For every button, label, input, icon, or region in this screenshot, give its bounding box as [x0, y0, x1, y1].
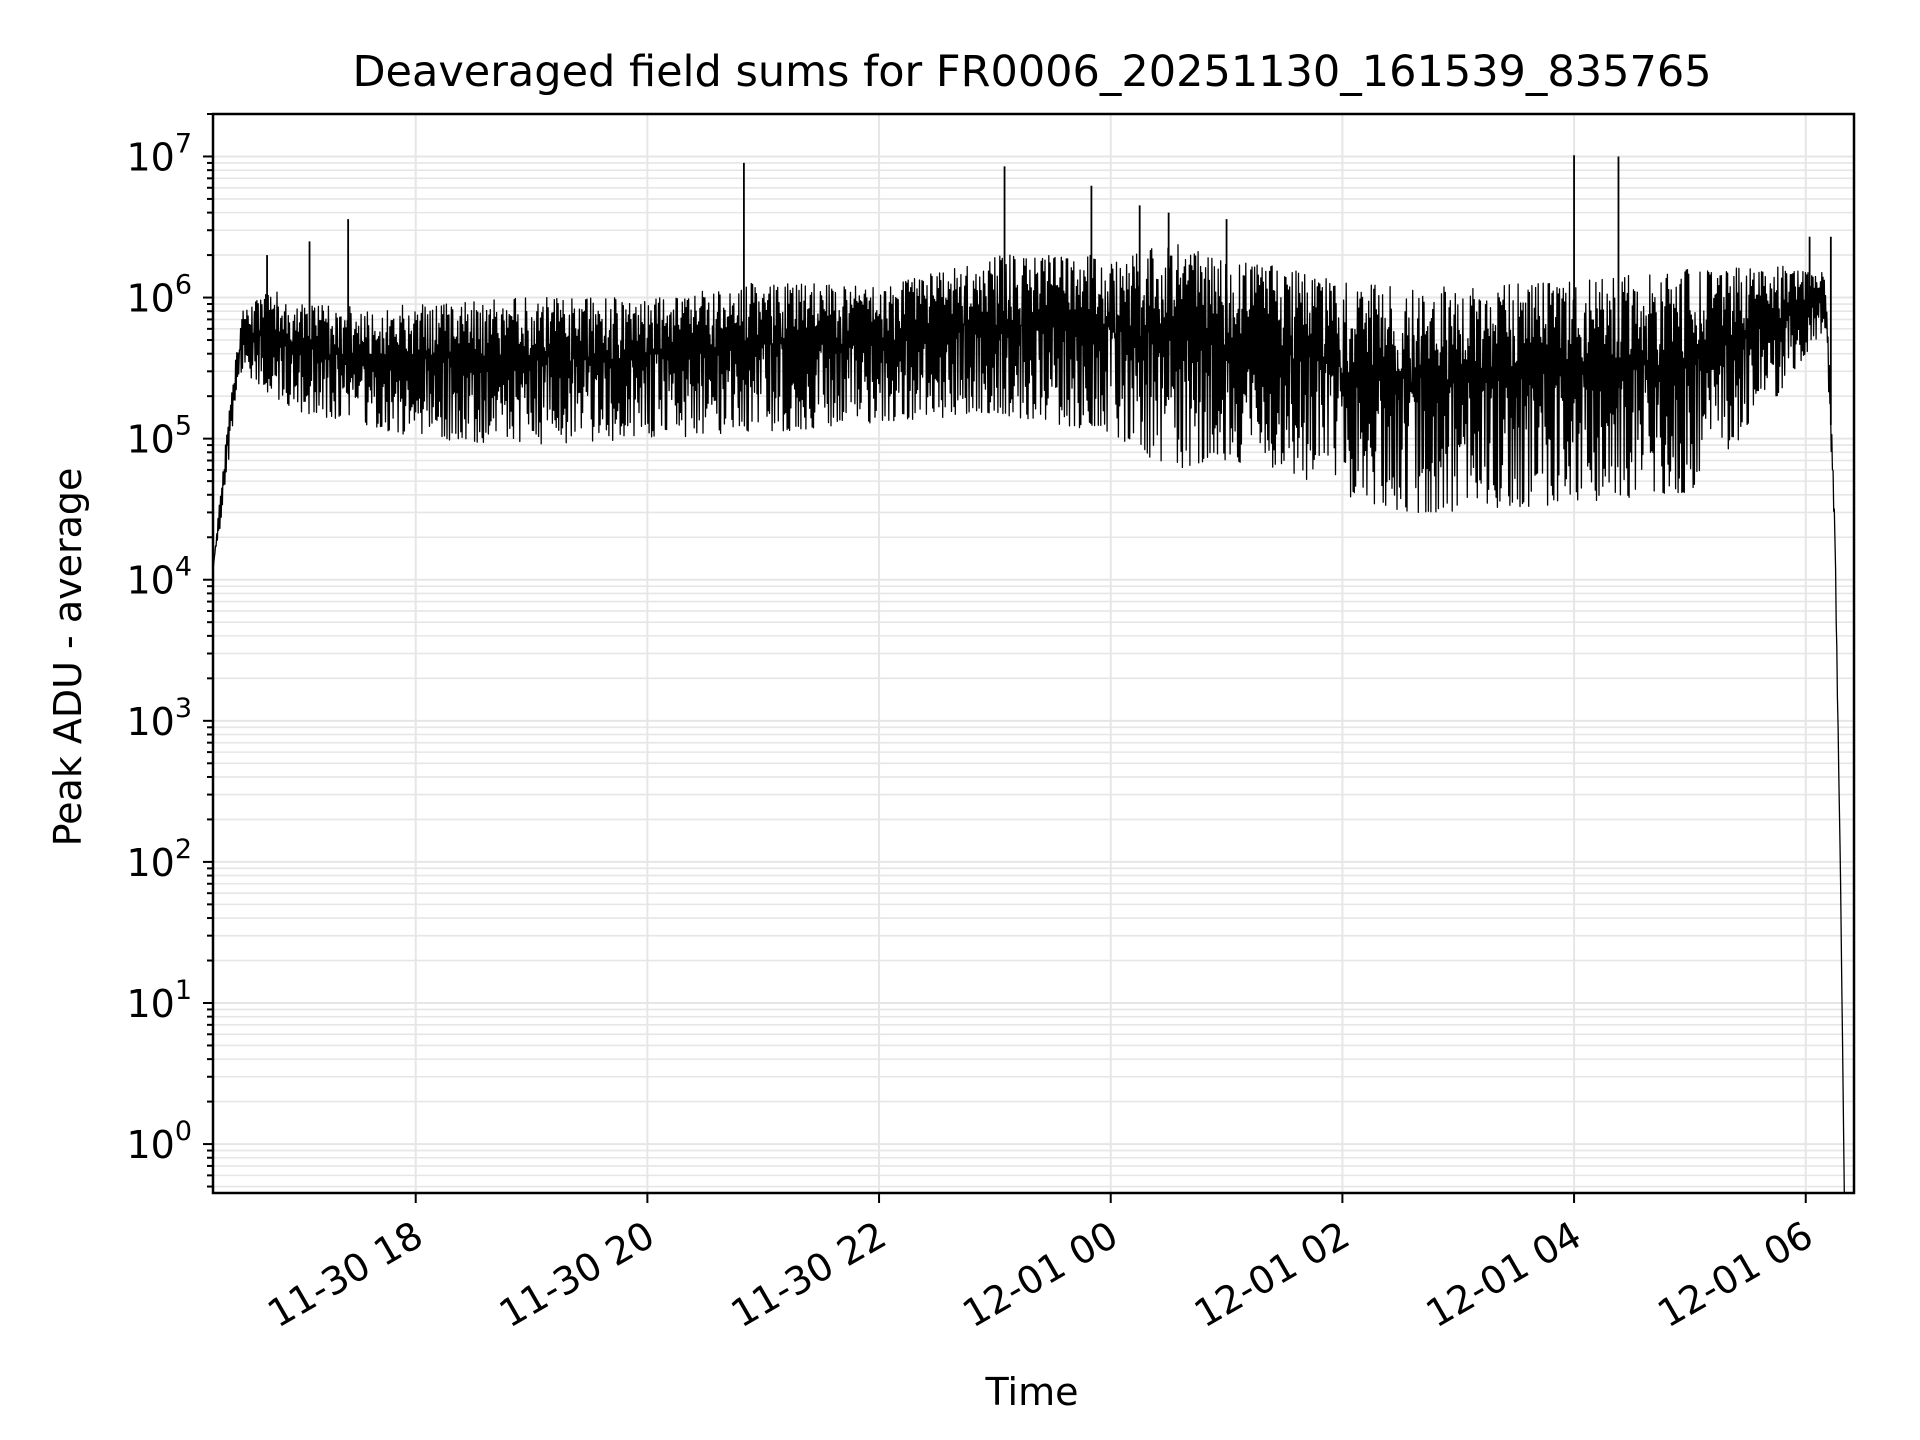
y-tick-label-base: 10 — [126, 700, 174, 744]
y-tick-label-exponent: 1 — [175, 975, 192, 1006]
y-tick-label-exponent: 2 — [175, 834, 192, 865]
y-tick-label: 106 — [126, 270, 192, 321]
y-tick-label-base: 10 — [126, 418, 174, 462]
y-tick-label-base: 10 — [126, 1123, 174, 1167]
y-tick-label-base: 10 — [126, 559, 174, 603]
series-line — [213, 244, 1845, 1193]
y-tick-label: 102 — [126, 834, 192, 885]
series-layer — [213, 155, 1845, 1193]
y-tick-label-base: 10 — [126, 135, 174, 179]
y-tick-label: 103 — [126, 693, 192, 744]
y-tick-label: 100 — [126, 1116, 192, 1167]
y-tick-label-base: 10 — [126, 841, 174, 885]
chart-title: Deaveraged field sums for FR0006_2025113… — [352, 47, 1711, 97]
x-axis-title: Time — [985, 1370, 1079, 1414]
y-tick-label-exponent: 6 — [175, 270, 192, 301]
y-tick-label: 105 — [126, 411, 192, 462]
y-tick-label-exponent: 7 — [175, 128, 192, 159]
y-tick-label: 104 — [126, 552, 192, 603]
y-axis-title: Peak ADU - average — [46, 468, 90, 847]
y-tick-label: 107 — [126, 128, 192, 179]
y-tick-label-exponent: 5 — [175, 411, 192, 442]
y-tick-label-exponent: 4 — [175, 552, 192, 583]
y-tick-label-exponent: 0 — [175, 1116, 192, 1147]
y-tick-label-exponent: 3 — [175, 693, 192, 724]
y-tick-label: 101 — [126, 975, 192, 1026]
y-tick-label-base: 10 — [126, 982, 174, 1026]
y-tick-label-base: 10 — [126, 277, 174, 321]
